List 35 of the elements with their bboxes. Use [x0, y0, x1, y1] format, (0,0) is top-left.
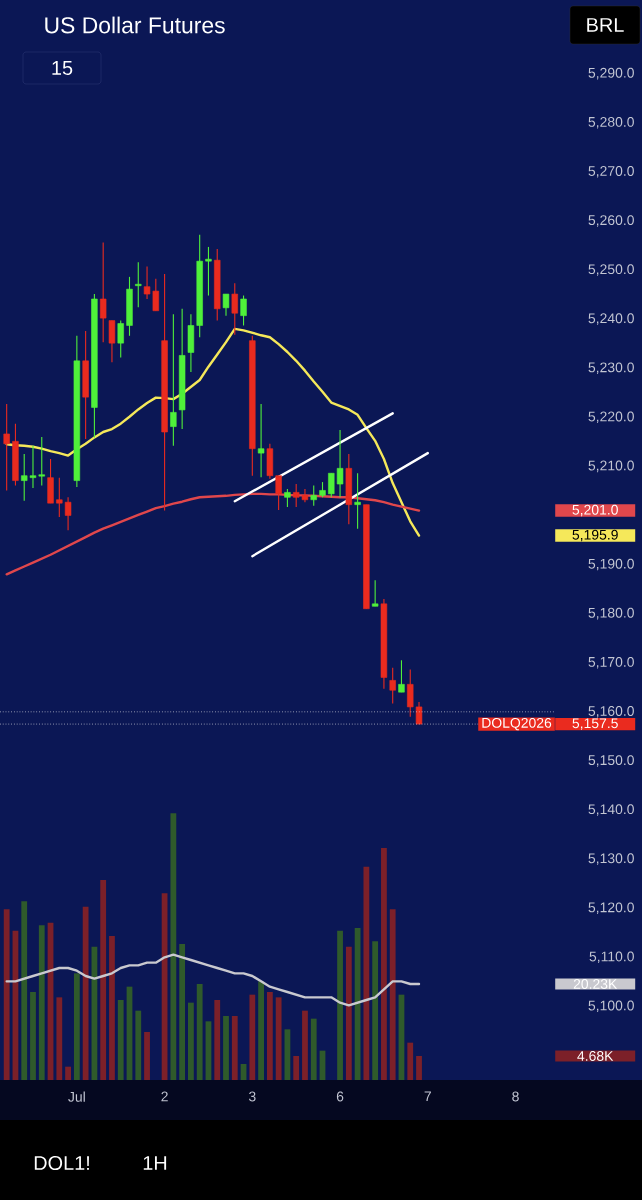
text: 1H — [143, 1156, 167, 1170]
x-tick-label: 3 — [248, 1091, 256, 1102]
y-tick-label: 5,170.0 — [588, 656, 634, 669]
ref-line-label: 5,157.5 — [572, 718, 618, 730]
x-tick-label: 8 — [512, 1091, 519, 1102]
y-tick-label: 5,120.0 — [588, 902, 634, 914]
x-tick-label: 2 — [161, 1091, 168, 1102]
x-tick-label: Jul — [68, 1091, 85, 1102]
x-tick-label: 7 — [424, 1091, 431, 1102]
y-tick-label: 5,110.0 — [589, 951, 634, 964]
annotation: 15 — [52, 61, 73, 75]
y-tick-label: 5,180.0 — [588, 607, 634, 620]
y-tick-label: 5,280.0 — [588, 116, 634, 129]
y-tick-label: 5,260.0 — [588, 215, 634, 227]
y-tick-label: 5,190.0 — [588, 558, 634, 571]
y-tick-label: 5,130.0 — [588, 853, 634, 865]
text: US Dollar Futures — [45, 16, 225, 34]
x-tick-label: 6 — [336, 1091, 344, 1102]
y-tick-label: 5,250.0 — [588, 264, 634, 276]
text: 5,195.9 — [572, 529, 618, 542]
y-tick-label: 5,150.0 — [588, 755, 634, 767]
y-tick-label: 5,210.0 — [588, 460, 634, 473]
text: 4.68K — [577, 1051, 614, 1061]
text: 5,201.0 — [572, 504, 618, 517]
y-tick-label: 5,290.0 — [588, 67, 634, 80]
y-tick-label: 5,220.0 — [588, 411, 634, 424]
text: DOL1! — [34, 1155, 89, 1171]
y-tick-label: 5,240.0 — [588, 313, 634, 325]
text: BRL — [587, 18, 624, 32]
y-tick-label: 5,270.0 — [588, 166, 634, 178]
y-tick-label: 5,230.0 — [588, 362, 634, 374]
y-tick-label: 5,140.0 — [588, 804, 634, 816]
y-tick-label: 5,160.0 — [588, 706, 634, 718]
annotation: DOLQ2026 — [482, 717, 552, 731]
y-tick-label: 5,100.0 — [588, 1000, 634, 1013]
